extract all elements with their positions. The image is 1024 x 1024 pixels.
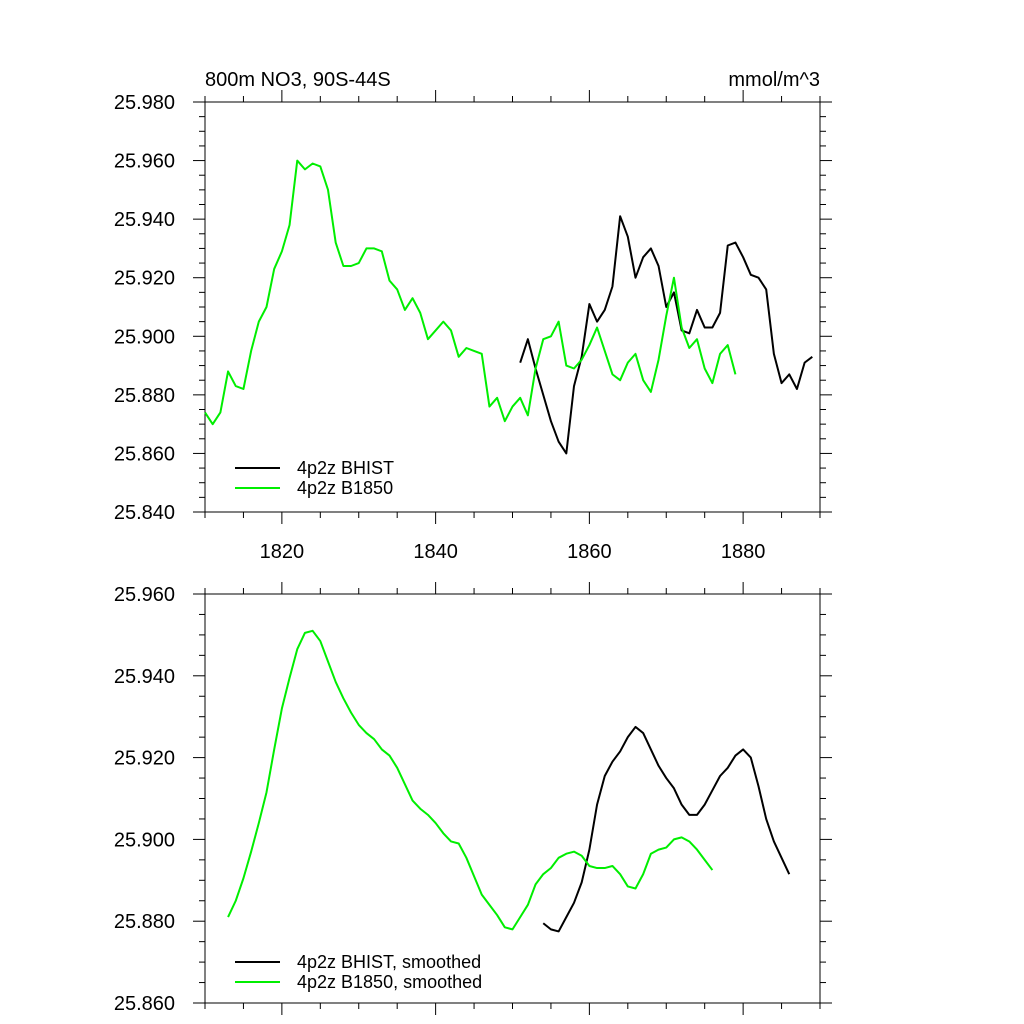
legend-label: 4p2z BHIST, smoothed bbox=[297, 952, 481, 972]
y-tick-label: 25.960 bbox=[114, 151, 175, 173]
series-line-bhist bbox=[519, 215, 813, 455]
y-tick-label: 25.900 bbox=[114, 326, 175, 348]
y-tick-label: 25.880 bbox=[114, 385, 175, 407]
y-tick-label: 25.920 bbox=[114, 268, 175, 290]
y-tick-label: 25.840 bbox=[114, 502, 175, 524]
legend-label: 4p2z BHIST bbox=[297, 458, 394, 478]
y-tick-label: 25.860 bbox=[114, 993, 175, 1015]
x-tick-label: 1860 bbox=[567, 541, 612, 563]
x-tick-label: 1840 bbox=[413, 541, 458, 563]
y-tick-label: 25.940 bbox=[114, 209, 175, 231]
bottom-plot: 25.860 25.880 25.900 25.920 25.940 25.960 4p2z… bbox=[114, 582, 832, 1015]
units-label: mmol/m^3 bbox=[728, 69, 820, 91]
y-tick-label: 25.980 bbox=[114, 92, 175, 114]
y-tick-label: 25.960 bbox=[114, 584, 175, 606]
legend-label: 4p2z B1850, smoothed bbox=[297, 972, 482, 992]
x-tick-label: 1820 bbox=[260, 541, 305, 563]
y-tick-label: 25.920 bbox=[114, 748, 175, 770]
plot-title: 800m NO3, 90S-44S bbox=[205, 69, 391, 91]
series-line-bhist bbox=[542, 725, 791, 933]
plot-frame bbox=[204, 593, 821, 1004]
top-plot: 800m NO3, 90S-44S mmol/m^3 1820 1840 1860 1… bbox=[114, 69, 832, 563]
y-tick-label: 25.880 bbox=[114, 911, 175, 933]
y-tick-label: 25.900 bbox=[114, 829, 175, 851]
legend-label: 4p2z B1850 bbox=[297, 478, 393, 498]
x-tick-label: 1880 bbox=[721, 541, 766, 563]
y-tick-label: 25.940 bbox=[114, 666, 175, 688]
series-line-b1850 bbox=[204, 159, 737, 426]
series-line-b1850 bbox=[227, 629, 714, 931]
y-tick-label: 25.860 bbox=[114, 443, 175, 465]
